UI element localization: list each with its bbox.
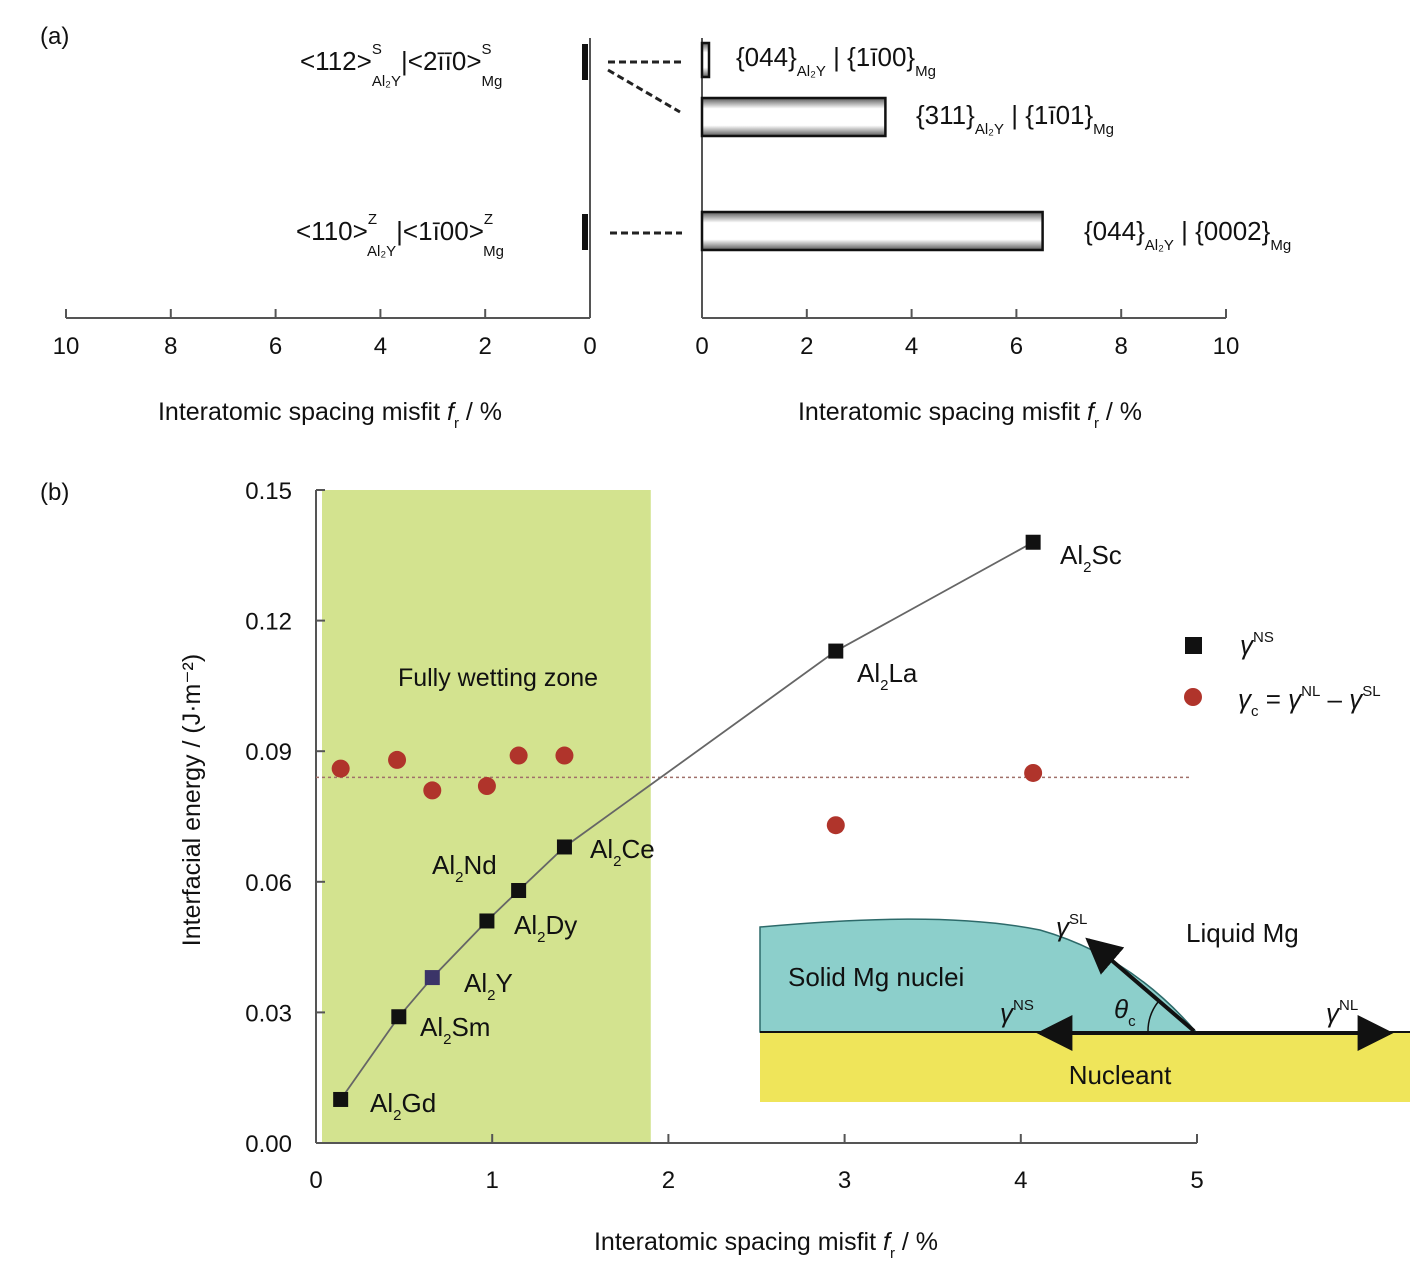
panel-a-bars	[700, 41, 1044, 252]
gamma-c-point	[555, 746, 574, 765]
direction-label-s: <112>S Al₂Y|<2īī0>S Mg	[300, 41, 502, 90]
legend-c-marker	[1184, 688, 1202, 706]
panel-a-label: (a)	[40, 23, 69, 50]
panel-b-label: (b)	[40, 479, 69, 506]
theta-c-label: θc	[1114, 994, 1136, 1030]
point-label-al2sm: Al2Sm	[420, 1012, 490, 1048]
gamma-sl-label: γSL	[1056, 911, 1087, 942]
misfit-bar-2	[700, 96, 887, 138]
y-tick-label: 0.00	[245, 1131, 292, 1158]
wetting-inset: Solid Mg nuclei Liquid Mg Nucleant γSL γ…	[759, 911, 1410, 1102]
panel-b: (b) Fully wetting zone Solid Mg nuclei L…	[40, 478, 1410, 1262]
gamma-c-point	[477, 777, 496, 796]
x-tick-label: 0	[309, 1167, 322, 1194]
gamma-ns-point	[556, 839, 572, 855]
solid-nuclei-cap	[759, 918, 1198, 1033]
panel-a-left-x-label: Interatomic spacing misfit fr / %	[158, 398, 502, 432]
panel-a-right-tick-label: 10	[1213, 333, 1240, 360]
fully-wetting-zone-label: Fully wetting zone	[398, 664, 598, 692]
gamma-c-point	[331, 759, 350, 778]
nucleant-layer	[760, 1032, 1410, 1102]
panel-a-left-tick-label: 2	[479, 333, 492, 360]
panel-a-right-tick-label: 6	[1010, 333, 1023, 360]
panel-a: (a) 10 8 6 4 2 0 0 2 4 6 8 10 <112>S Al₂Y|<2īī0>S Mg…	[40, 23, 1291, 432]
y-tick-label: 0.12	[245, 609, 292, 636]
y-tick-label: 0.15	[245, 478, 292, 505]
point-label-al2nd: Al2Nd	[432, 850, 497, 886]
panel-a-left-tick-label: 6	[269, 333, 282, 360]
panel-b-y-label: Interfacial energy / (J·m⁻²)	[178, 654, 206, 946]
legend-ns-marker	[1185, 637, 1202, 654]
x-tick-label: 3	[838, 1167, 851, 1194]
connector-dashed-2	[607, 68, 681, 114]
panel-b-x-label: Interatomic spacing misfit fr / %	[594, 1228, 938, 1262]
direction-label-z: <110>Z Al₂Y|<1ī00>Z Mg	[296, 211, 504, 260]
gamma-c-series	[331, 746, 1043, 835]
gamma-c-point	[509, 746, 528, 765]
point-label-al2sc: Al2Sc	[1060, 540, 1122, 576]
panel-a-right-ticks: 0 2 4 6 8 10	[695, 309, 1239, 360]
legend-c-label: γc = γNL – γSL	[1238, 683, 1381, 720]
panel-a-right-tick-label: 0	[695, 333, 708, 360]
gamma-ns-label: γNS	[1000, 997, 1034, 1028]
misfit-bar-3	[700, 210, 1044, 252]
panel-a-right-tick-label: 4	[905, 333, 918, 360]
panel-a-right-tick-label: 2	[800, 333, 813, 360]
gamma-nl-label: γNL	[1326, 997, 1358, 1028]
plane-label-3: {044}Al₂Y | {0002}Mg	[1084, 216, 1291, 254]
fully-wetting-zone	[322, 490, 651, 1143]
legend-ns-label: γNS	[1240, 629, 1274, 660]
plane-label-2: {311}Al₂Y | {1ī01}Mg	[916, 100, 1114, 138]
x-tick-label: 1	[486, 1167, 499, 1194]
solid-nuclei-label: Solid Mg nuclei	[788, 962, 964, 992]
panel-b-ticks: 0 1 2 3 4 5 0.00 0.03 0.06 0.09 0.12 0.15	[245, 478, 1203, 1194]
gamma-ns-point	[391, 1009, 407, 1025]
contact-angle-arc	[1147, 1001, 1159, 1033]
gamma-c-point	[1024, 763, 1043, 782]
panel-a-left-ticks: 10 8 6 4 2 0	[53, 309, 597, 360]
point-label-al2y: Al2Y	[464, 968, 513, 1004]
legend: γNS γc = γNL – γSL	[1184, 629, 1381, 720]
direction-marker-s	[582, 44, 588, 80]
panel-a-right-tick-label: 8	[1115, 333, 1128, 360]
gamma-sl-arrow	[1085, 937, 1196, 1033]
gamma-ns-point	[511, 883, 527, 899]
gamma-c-point	[423, 781, 442, 800]
y-tick-label: 0.09	[245, 739, 292, 766]
x-tick-label: 2	[662, 1167, 675, 1194]
panel-a-right-x-label: Interatomic spacing misfit fr / %	[798, 398, 1142, 432]
gamma-ns-point	[424, 970, 440, 986]
panel-a-left-tick-label: 10	[53, 333, 80, 360]
panel-a-left-tick-label: 4	[374, 333, 387, 360]
x-tick-label: 4	[1014, 1167, 1027, 1194]
panel-a-left-tick-label: 8	[164, 333, 177, 360]
gamma-ns-point	[828, 643, 844, 659]
point-label-al2dy: Al2Dy	[514, 910, 577, 946]
plane-label-1: {044}Al₂Y | {1ī00}Mg	[736, 42, 936, 80]
point-label-al2ce: Al2Ce	[590, 834, 655, 870]
y-tick-label: 0.06	[245, 870, 292, 897]
x-tick-label: 5	[1190, 1167, 1203, 1194]
gamma-ns-point	[479, 913, 495, 929]
y-tick-label: 0.03	[245, 1000, 292, 1027]
gamma-c-point	[826, 816, 845, 835]
gamma-ns-point	[1025, 534, 1041, 550]
nucleant-label: Nucleant	[1069, 1060, 1172, 1090]
gamma-ns-series	[333, 534, 1041, 1107]
gamma-ns-point	[333, 1091, 349, 1107]
point-label-al2gd: Al2Gd	[370, 1088, 436, 1124]
misfit-bar-1	[700, 41, 711, 79]
point-label-al2la: Al2La	[857, 658, 918, 694]
panel-a-left-tick-label: 0	[583, 333, 596, 360]
direction-marker-z	[582, 214, 588, 250]
liquid-label: Liquid Mg	[1186, 918, 1299, 948]
gamma-c-point	[388, 750, 407, 769]
